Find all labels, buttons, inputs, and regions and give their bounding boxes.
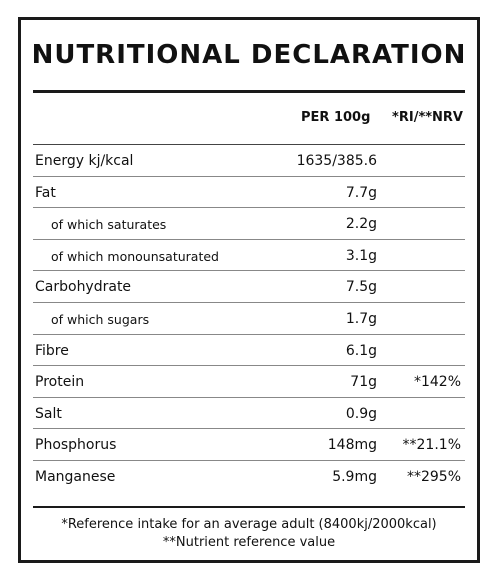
- nutrient-table: Energy kj/kcal 1635/385.6 Fat 7.7g of wh…: [33, 145, 465, 493]
- nutrient-value: 148mg: [327, 437, 377, 454]
- nutrient-value: 6.1g: [345, 342, 377, 359]
- nutrient-label: of which sugars: [51, 311, 150, 327]
- header-divider: [33, 144, 465, 145]
- nutrient-value: 0.9g: [345, 405, 377, 422]
- footnote-reference-intake: *Reference intake for an average adult (…: [61, 517, 437, 532]
- nutrient-row-sugars: of which sugars 1.7g: [33, 303, 465, 335]
- nutrient-label: Protein: [35, 374, 85, 391]
- per-100g-header: PER 100g: [301, 110, 371, 125]
- nutrient-label: Fibre: [35, 342, 69, 359]
- nutrition-panel: NUTRITIONAL DECLARATION PER 100g *RI/**N…: [18, 17, 480, 563]
- nutrient-value: 5.9mg: [332, 468, 377, 485]
- nutrient-row-fat: Fat 7.7g: [33, 177, 465, 209]
- panel-title: NUTRITIONAL DECLARATION: [31, 40, 467, 70]
- nutrient-row-phosphorus: Phosphorus 148mg **21.1%: [33, 429, 465, 461]
- nutrient-value: 7.7g: [345, 184, 377, 201]
- nutrient-value: 7.5g: [345, 279, 377, 296]
- nutrient-value: 71g: [350, 374, 377, 391]
- nutrient-label: Energy kj/kcal: [35, 153, 134, 169]
- nutrient-label: of which monounsaturated: [51, 248, 219, 264]
- nutrient-row-saturates: of which saturates 2.2g: [33, 208, 465, 240]
- nutrient-row-fibre: Fibre 6.1g: [33, 335, 465, 367]
- footer-divider: [33, 506, 465, 508]
- nutrient-row-energy: Energy kj/kcal 1635/385.6: [33, 145, 465, 177]
- nutrient-row-salt: Salt 0.9g: [33, 398, 465, 430]
- ri-nrv-header: *RI/**NRV: [392, 110, 463, 125]
- nutrient-row-manganese: Manganese 5.9mg **295%: [33, 461, 465, 493]
- title-divider: [33, 90, 465, 93]
- nutrient-row-monounsaturated: of which monounsaturated 3.1g: [33, 240, 465, 272]
- nutrient-value: 1635/385.6: [296, 153, 377, 169]
- nutrient-label: Phosphorus: [35, 437, 117, 454]
- nutrient-label: Manganese: [35, 468, 116, 485]
- nutrient-label: Salt: [35, 405, 62, 422]
- nutrient-ri: *142%: [413, 374, 461, 391]
- nutrient-label: Fat: [35, 184, 56, 201]
- nutrient-value: 2.2g: [345, 216, 377, 233]
- nutrient-ri: **21.1%: [402, 437, 461, 454]
- nutrient-row-protein: Protein 71g *142%: [33, 366, 465, 398]
- nutrient-label: Carbohydrate: [35, 279, 132, 296]
- nutrient-value: 1.7g: [345, 310, 377, 327]
- nutrient-ri: **295%: [406, 468, 461, 485]
- nutrient-row-carbohydrate: Carbohydrate 7.5g: [33, 271, 465, 303]
- footnote-nrv: **Nutrient reference value: [162, 535, 336, 550]
- nutrient-label: of which saturates: [51, 217, 167, 233]
- nutrient-value: 3.1g: [345, 247, 377, 264]
